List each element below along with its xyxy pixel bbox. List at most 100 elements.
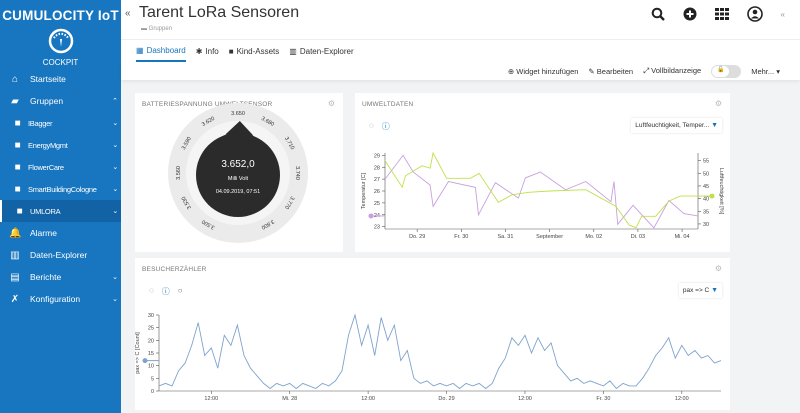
folder-icon: ■ xyxy=(14,117,21,129)
gear-icon[interactable]: ⚙ xyxy=(714,264,722,273)
tab-kind-assets[interactable]: ■ Kind-Assets xyxy=(229,40,280,62)
search-icon[interactable] xyxy=(651,7,665,21)
chevron-down-icon[interactable]: ⌄ xyxy=(112,120,118,127)
gear-icon[interactable]: ⚙ xyxy=(327,99,335,108)
home-icon: ⌂ xyxy=(11,73,19,85)
add-icon[interactable] xyxy=(683,7,697,21)
y-tick-label: 25 xyxy=(148,326,154,332)
y-axis-drag-handle[interactable] xyxy=(709,193,715,199)
page-title: Tarent LoRa Sensoren xyxy=(139,4,300,21)
help-icon[interactable]: ⓘ xyxy=(381,122,390,131)
y-tick-label: 27 xyxy=(374,177,380,183)
tab-daten-explorer[interactable]: ▥ Daten-Explorer xyxy=(289,40,353,62)
bell-icon: 🔔 xyxy=(9,227,22,239)
sidebar-item-label: EnergyMgmt xyxy=(28,140,68,150)
brand-logo: CUMULOCITY IoT xyxy=(2,8,119,23)
report-icon: ▤ xyxy=(10,271,20,283)
chevron-down-icon[interactable]: ⌄ xyxy=(112,296,118,303)
tab-info[interactable]: ✱ Info xyxy=(196,40,219,62)
y-axis-drag-handle[interactable] xyxy=(142,358,148,364)
x-tick-label: 12:00 xyxy=(204,396,218,402)
y-tick-label: 29 xyxy=(374,153,380,159)
y-tick-label: 5 xyxy=(151,376,154,382)
y-tick-label: 30 xyxy=(703,222,709,228)
folder-icon: ■ xyxy=(14,161,21,173)
sidebar-item-ibagger[interactable]: ■ IBagger ⌄ xyxy=(0,112,121,134)
tab-dashboard[interactable]: ▦ Dashboard xyxy=(136,40,186,62)
series-line-1 xyxy=(384,151,698,229)
refresh-icon[interactable]: ○ xyxy=(177,286,183,295)
sidebar-item-label: UMLORA xyxy=(30,206,61,216)
fullscreen-button[interactable]: ⤢ Vollbildanzeige xyxy=(643,66,702,75)
folder-icon: ■ xyxy=(16,205,23,217)
sidebar-item-umlora[interactable]: ■ UMLORA ⌄ xyxy=(0,200,121,222)
more-label: Mehr... xyxy=(751,66,775,76)
loading-icon[interactable]: ◌ xyxy=(149,286,154,295)
help-icon[interactable]: ⓘ xyxy=(161,287,170,296)
x-tick-label: 12:00 xyxy=(361,396,375,402)
caret-down-icon: ▼ xyxy=(711,287,718,294)
breadcrumb[interactable]: ▬ Gruppen xyxy=(141,26,173,32)
gauge-unit: Milli Volt xyxy=(228,176,249,182)
chevron-down-icon[interactable]: ⌄ xyxy=(112,186,118,193)
tab-label: Kind-Assets xyxy=(236,46,280,56)
sidebar-item-label: Gruppen xyxy=(30,96,64,106)
x-tick-label: Mo. 02 xyxy=(585,234,602,240)
add-widget-label: Widget hinzufügen xyxy=(516,66,579,76)
sidebar-item-energymgmt[interactable]: ■ EnergyMgmt ⌄ xyxy=(0,134,121,156)
chevron-down-icon[interactable]: ⌄ xyxy=(112,208,118,215)
sidebar-item-berichte[interactable]: ▤ Berichte ⌄ xyxy=(0,266,121,288)
edit-label: Bearbeiten xyxy=(596,66,634,76)
axes: 12:00 Mi. 28 12:00 Do. 29 12:00 Fr. 30 12:00 0 5… xyxy=(135,313,721,402)
sidebar-item-startseite[interactable]: ⌂ Startseite xyxy=(0,68,121,90)
folder-icon: ■ xyxy=(228,46,234,56)
loading-icon[interactable]: ◌ xyxy=(369,121,374,130)
chevron-down-icon[interactable]: ⌄ xyxy=(112,142,118,149)
battery-widget: BATTERIESPANNUNG UMWELTSENSOR ⚙ 3.500 3.5… xyxy=(135,93,343,252)
sidebar-item-konfiguration[interactable]: ✗ Konfiguration ⌄ xyxy=(0,288,121,310)
y-axis-drag-handle[interactable] xyxy=(368,213,374,219)
y-tick-label: 40 xyxy=(703,197,709,203)
add-widget-button[interactable]: ⊕ Widget hinzufügen xyxy=(507,66,579,76)
tab-label: Dashboard xyxy=(146,45,186,55)
chevron-up-icon[interactable]: ⌃ xyxy=(112,98,118,105)
series-select-value: pax => C xyxy=(682,287,710,294)
gear-icon[interactable]: ⚙ xyxy=(714,99,722,108)
sidebar-item-daten-explorer[interactable]: ▥ Daten-Explorer xyxy=(0,244,121,266)
series-select[interactable]: Luftfeuchtigkeit, Temper... ▼ xyxy=(631,118,722,133)
chevron-down-icon[interactable]: ⌄ xyxy=(112,164,118,171)
x-tick-label: Mi. 28 xyxy=(282,396,297,402)
asterisk-icon: ✱ xyxy=(195,46,203,56)
sidebar-item-gruppen[interactable]: ▰ Gruppen ⌃ xyxy=(0,90,121,112)
sidebar-item-label: Startseite xyxy=(30,74,66,84)
more-dropdown[interactable]: Mehr... ▾ xyxy=(751,66,780,76)
app-grid-icon[interactable] xyxy=(714,7,729,21)
gauge-value-disc xyxy=(196,133,280,217)
collapse-sidebar-icon[interactable]: « xyxy=(125,8,131,19)
tab-label: Daten-Explorer xyxy=(299,46,354,56)
chevron-down-icon[interactable]: ⌄ xyxy=(112,274,118,281)
widget-title: BESUCHERZÄHLER xyxy=(142,266,207,273)
series-select[interactable]: pax => C ▼ xyxy=(678,283,722,298)
right-y-axis-label: Luftfeuchtigkeit [%] xyxy=(718,168,724,215)
y-tick-label: 26 xyxy=(374,189,380,195)
visitor-widget: BESUCHERZÄHLER ⚙ ◌ ⓘ ○ pax => C ▼ 12:00 Mi.… xyxy=(135,258,730,410)
y-tick-label: 23 xyxy=(374,225,380,231)
fullscreen-label: Vollbildanzeige xyxy=(651,66,702,75)
x-tick-label: 12:00 xyxy=(675,396,689,402)
sidebar-item-alarme[interactable]: 🔔 Alarme xyxy=(0,222,121,244)
left-y-axis-label: pax => C [Count] xyxy=(135,332,141,374)
y-tick-label: 10 xyxy=(148,364,154,370)
sidebar-item-label: Alarme xyxy=(30,228,57,238)
lock-toggle[interactable]: 🔓 xyxy=(711,64,742,78)
sidebar-item-flowercare[interactable]: ■ FlowerCare ⌄ xyxy=(0,156,121,178)
sidebar-item-smartbuildingcologne[interactable]: ■ SmartBuildingCologne ⌄ xyxy=(0,178,121,200)
edit-button[interactable]: ✎ Bearbeiten xyxy=(588,66,634,76)
header: « Tarent LoRa Sensoren ▬ Gruppen « xyxy=(121,0,800,40)
breadcrumb-item[interactable]: Gruppen xyxy=(148,26,173,32)
x-tick-label: September xyxy=(536,234,563,240)
user-icon[interactable] xyxy=(746,6,763,22)
collapse-right-panel-icon[interactable]: « xyxy=(780,9,785,19)
y-tick-label: 20 xyxy=(148,338,154,344)
battery-gauge: 3.5003.5303.5603.5903.6203.6503.6803.710… xyxy=(168,103,308,243)
